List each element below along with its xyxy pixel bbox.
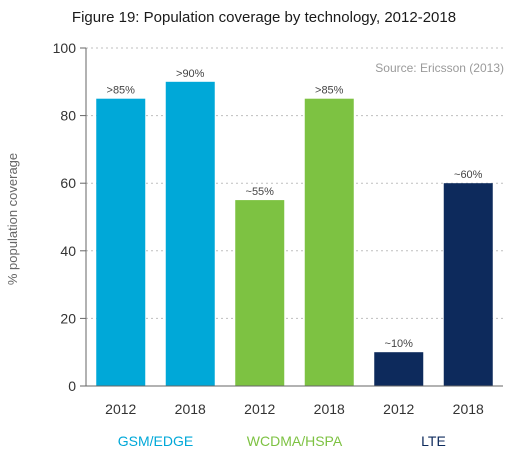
x-tick-label: 2018 — [314, 401, 345, 417]
bar — [165, 81, 215, 387]
y-tick-label: 0 — [68, 378, 76, 394]
group-label: WCDMA/HSPA — [247, 433, 343, 449]
group-label: LTE — [421, 433, 446, 449]
bar — [374, 352, 424, 386]
chart-source: Source: Ericsson (2013) — [375, 61, 504, 75]
bar — [443, 183, 493, 386]
group-labels: GSM/EDGE WCDMA/HSPA LTE — [118, 433, 446, 449]
x-tick-label: 2012 — [244, 401, 275, 417]
data-label: ~55% — [246, 186, 275, 198]
x-tick-label: 2012 — [105, 401, 136, 417]
y-tick-labels: 0 20 40 60 80 100 — [53, 40, 86, 394]
x-tick-label: 2018 — [453, 401, 484, 417]
x-tick-label: 2018 — [175, 401, 206, 417]
group-label: GSM/EDGE — [118, 433, 193, 449]
y-tick-label: 80 — [60, 108, 76, 124]
x-tick-labels: 2012 2018 2012 2018 2012 2018 — [105, 401, 484, 417]
y-axis-label: % population coverage — [5, 153, 20, 285]
y-tick-label: 100 — [53, 40, 77, 56]
data-label: >85% — [315, 85, 344, 97]
data-label: ~60% — [454, 169, 483, 181]
data-label: >85% — [107, 85, 136, 97]
bar — [304, 98, 354, 386]
chart-title: Figure 19: Population coverage by techno… — [72, 9, 456, 26]
x-tick-label: 2012 — [383, 401, 414, 417]
y-tick-label: 40 — [60, 243, 76, 259]
axes — [85, 48, 503, 387]
y-tick-label: 20 — [60, 310, 76, 326]
bar — [235, 200, 285, 386]
data-label: >90% — [176, 68, 205, 80]
bars: >85% >90% ~55% >85% ~10% ~60% — [96, 68, 493, 387]
bar — [96, 98, 146, 386]
y-tick-label: 60 — [60, 175, 76, 191]
gridlines — [86, 47, 503, 319]
data-label: ~10% — [385, 338, 414, 350]
